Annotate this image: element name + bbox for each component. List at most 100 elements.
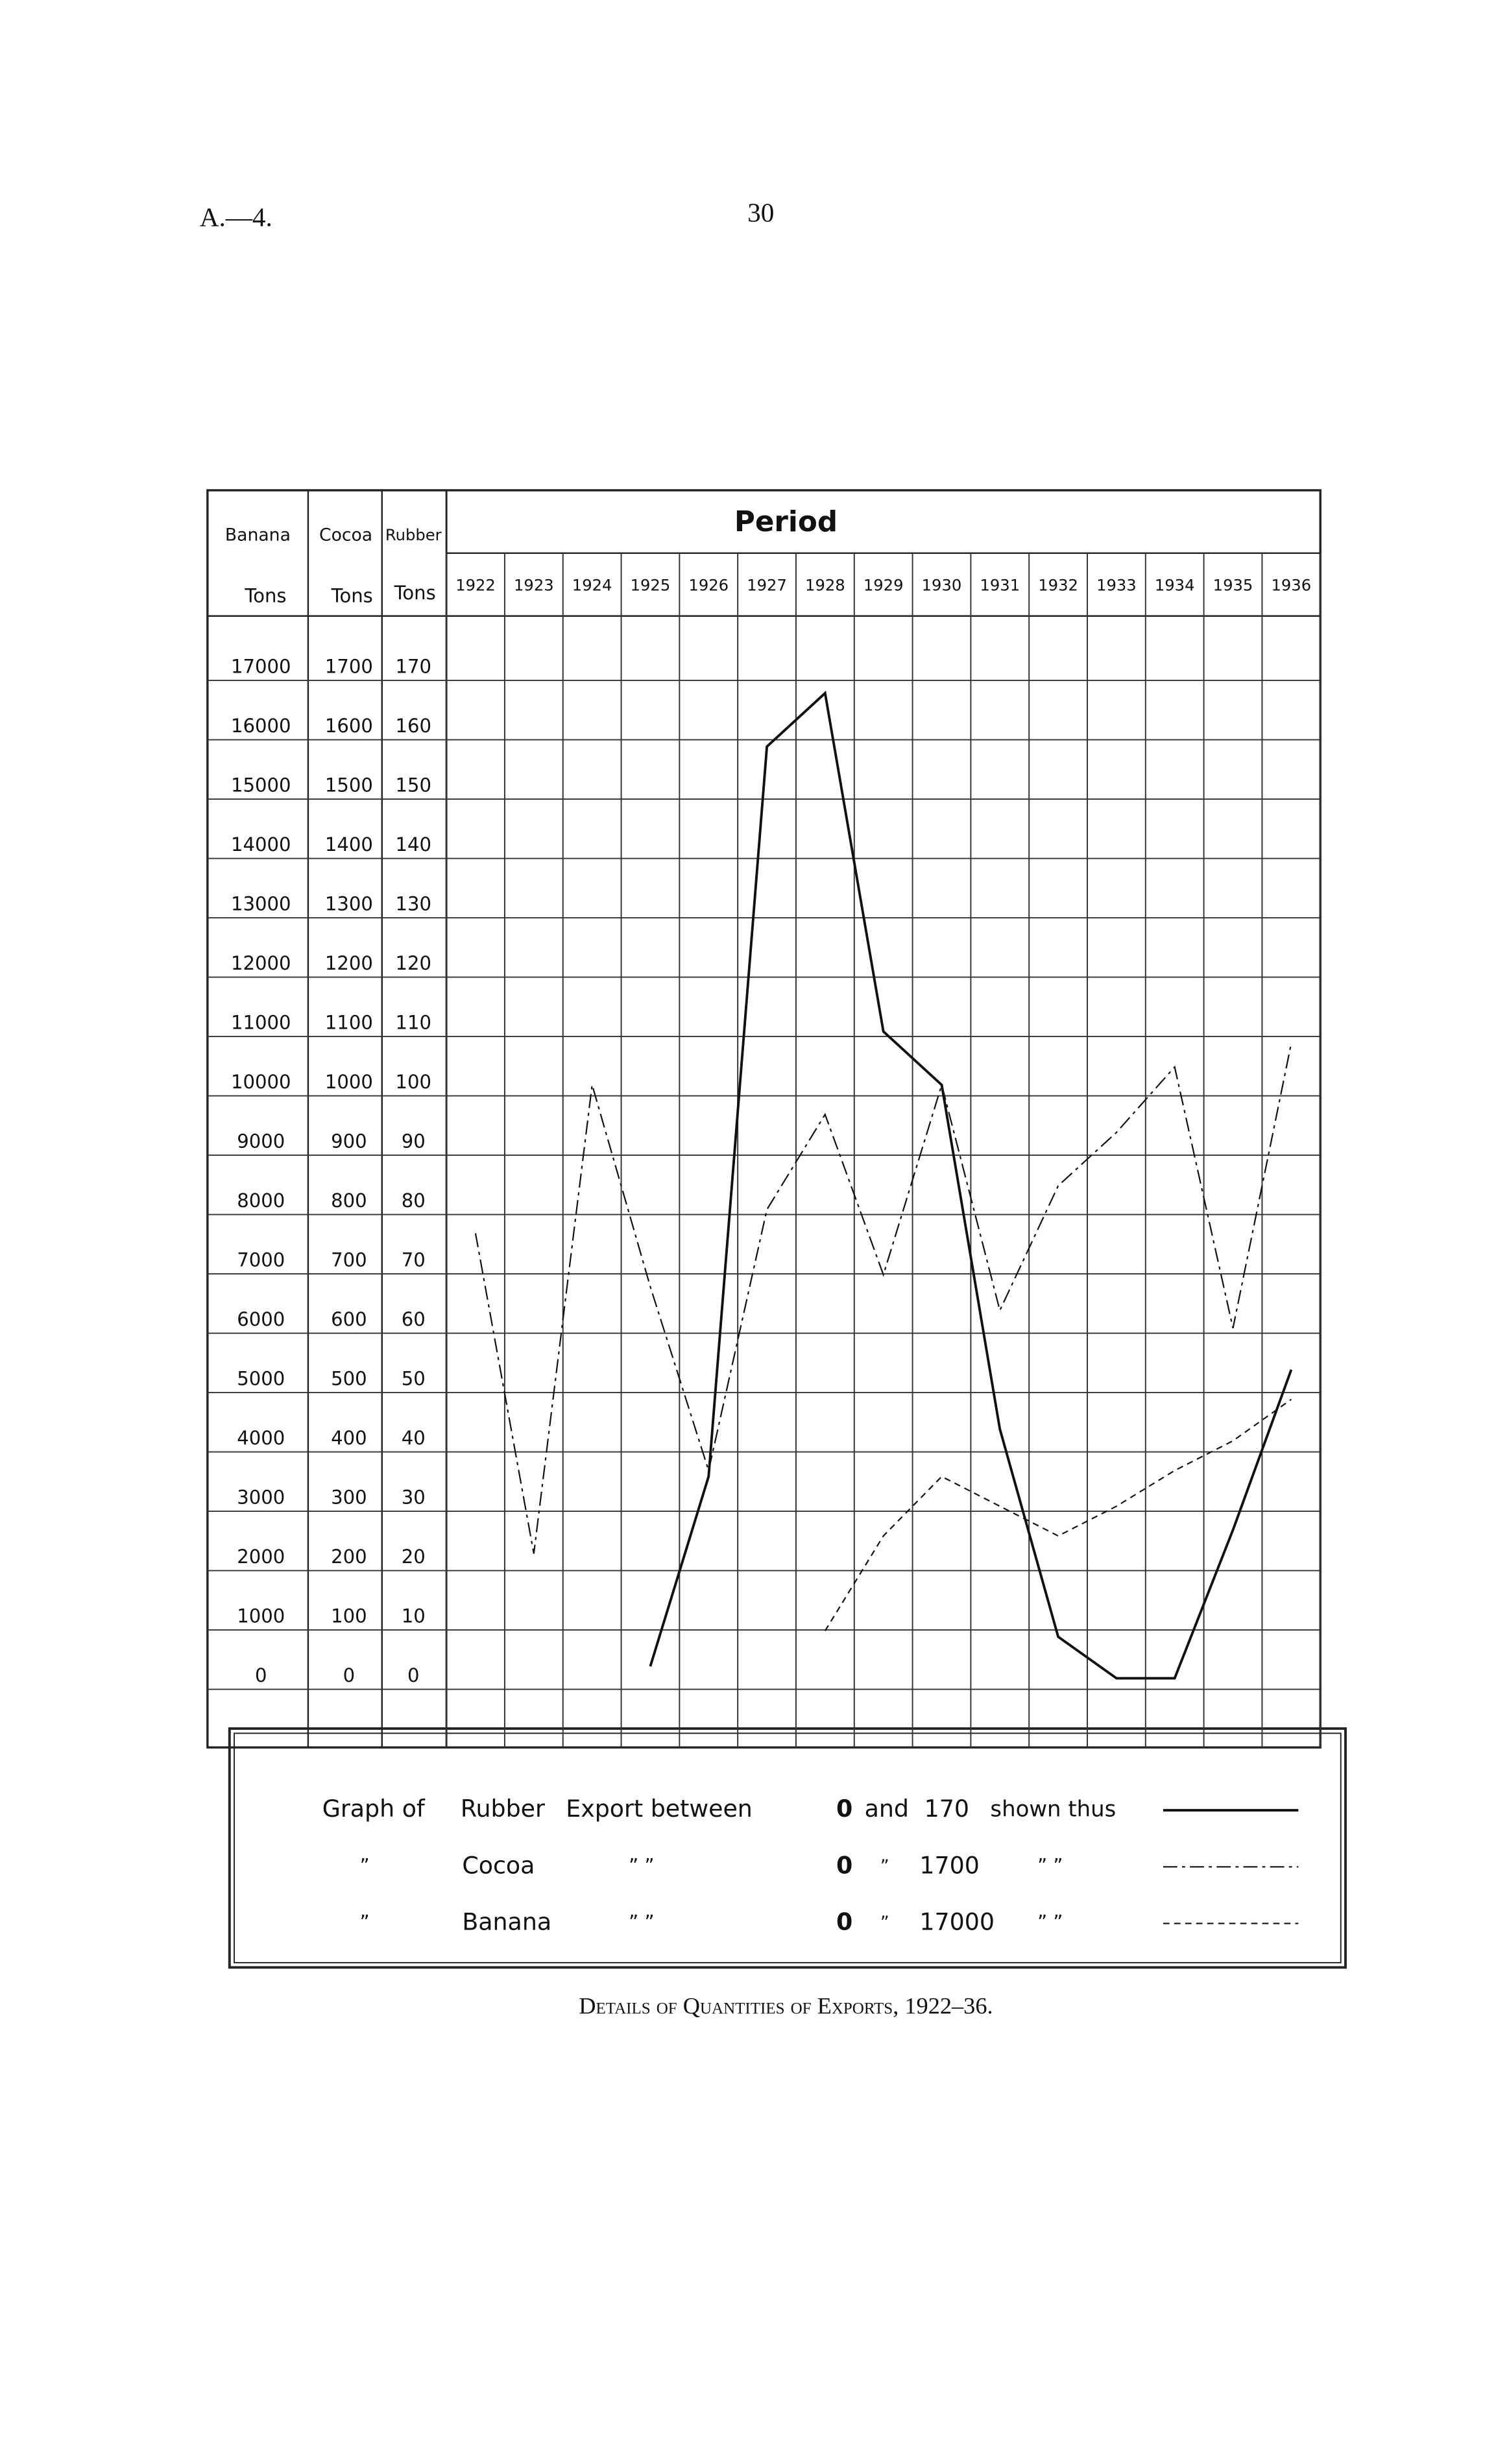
chart-title: Period [734,506,838,538]
x-tick-label: 1936 [1271,577,1311,595]
y-tick-label: 1600 [325,715,373,737]
legend-text: ” [360,1911,370,1933]
y-tick-label: 0 [407,1664,420,1686]
y-tick-label: 1300 [325,893,373,915]
y-tick-label: 30 [402,1487,426,1509]
x-tick-label: 1923 [514,577,554,595]
x-tick-label: 1922 [455,577,496,595]
y-tick-label: 20 [402,1546,426,1568]
legend-text: Graph of [322,1795,426,1823]
y-tick-label: 9000 [237,1130,285,1153]
series-line [474,1043,1292,1554]
y-tick-label: 1000 [325,1071,373,1093]
caption: Details of Quantities of Exports, 1922–3… [579,1993,993,2019]
y-tick-label: 1200 [325,952,373,974]
y-tick-label: 1500 [325,774,373,796]
y-tick-label: 14000 [231,833,291,855]
y-tick-label: 500 [331,1368,367,1390]
y-tick-label: 900 [331,1130,367,1153]
column-header: Banana [225,525,291,545]
unit-label: Tons [394,582,436,604]
legend-text: ” ” [1037,1854,1063,1876]
x-tick-label: 1930 [922,577,962,595]
y-tick-label: 100 [396,1071,431,1093]
x-tick-label: 1935 [1213,577,1253,595]
y-tick-label: 5000 [237,1368,285,1390]
y-tick-label: 2000 [237,1546,285,1568]
legend-text: ” [880,1856,889,1876]
y-tick-label: 140 [396,833,431,855]
legend-label: Cocoa [462,1851,535,1879]
y-tick-label: 600 [331,1308,367,1330]
x-tick-label: 1926 [688,577,729,595]
y-tick-label: 40 [402,1427,426,1449]
y-tick-label: 16000 [231,715,291,737]
y-tick-label: 1100 [325,1012,373,1034]
frame [206,489,1347,1969]
y-tick-label: 200 [331,1546,367,1568]
y-tick-label: 60 [402,1308,426,1330]
unit-label: Tons [244,585,286,607]
legend-text: 17000 [919,1908,995,1936]
x-tick-label: 1934 [1155,577,1195,595]
x-tick-label: 1928 [805,577,845,595]
y-tick-label: 150 [396,774,431,796]
x-tick-label: 1925 [631,577,671,595]
y-tick-label: 1400 [325,833,373,855]
x-tick-label: 1929 [863,577,904,595]
legend-text: ” [880,1913,889,1933]
legend-text: Export between [566,1795,753,1823]
y-tick-label: 3000 [237,1487,285,1509]
y-tick-label: 1700 [325,656,373,678]
legend-text: ” ” [629,1854,654,1876]
page-ref: A.—4. [200,202,272,232]
unit-label: Tons [331,585,373,607]
y-tick-label: 10000 [231,1071,291,1093]
y-tick-label: 50 [402,1368,426,1390]
y-tick-label: 90 [402,1130,426,1153]
legend-text: 0 [836,1851,852,1879]
x-tick-label: 1927 [747,577,787,595]
legend-text: shown thus [990,1797,1116,1822]
legend-text: 1700 [919,1851,979,1879]
y-tick-label: 130 [396,893,431,915]
y-tick-label: 110 [396,1012,431,1034]
legend-text: and [865,1795,909,1823]
y-tick-label: 6000 [237,1308,285,1330]
y-tick-label: 13000 [231,893,291,915]
legend-text: ” [360,1854,370,1876]
y-tick-label: 8000 [237,1190,285,1212]
x-tick-label: 1924 [572,577,612,595]
column-header: Rubber [385,526,442,544]
y-tick-label: 70 [402,1249,426,1271]
legend-text: 0 [836,1908,852,1936]
x-tick-label: 1933 [1096,577,1137,595]
y-tick-label: 11000 [231,1012,291,1034]
legend-text: 170 [924,1795,969,1823]
legend-text: 0 [836,1795,852,1823]
y-tick-label: 0 [255,1664,267,1686]
legend-text: ” ” [629,1911,654,1933]
y-tick-label: 120 [396,952,431,974]
y-tick-label: 1000 [237,1605,285,1627]
series-line [824,1398,1292,1631]
y-tick-label: 160 [396,715,431,737]
x-tick-label: 1932 [1038,577,1078,595]
column-header: Cocoa [319,525,372,545]
y-tick-label: 700 [331,1249,367,1271]
page-number: 30 [747,197,774,227]
y-tick-label: 0 [343,1664,356,1686]
y-tick-label: 12000 [231,952,291,974]
x-tick-label: 1931 [980,577,1020,595]
y-tick-label: 4000 [237,1427,285,1449]
legend-label: Banana [462,1908,551,1936]
y-tick-label: 7000 [237,1249,285,1271]
y-tick-label: 80 [402,1190,426,1212]
y-tick-label: 400 [331,1427,367,1449]
y-tick-label: 17000 [231,656,291,678]
y-tick-label: 10 [402,1605,426,1627]
legend-text: ” ” [1037,1911,1063,1933]
legend-label: Rubber [461,1795,545,1823]
